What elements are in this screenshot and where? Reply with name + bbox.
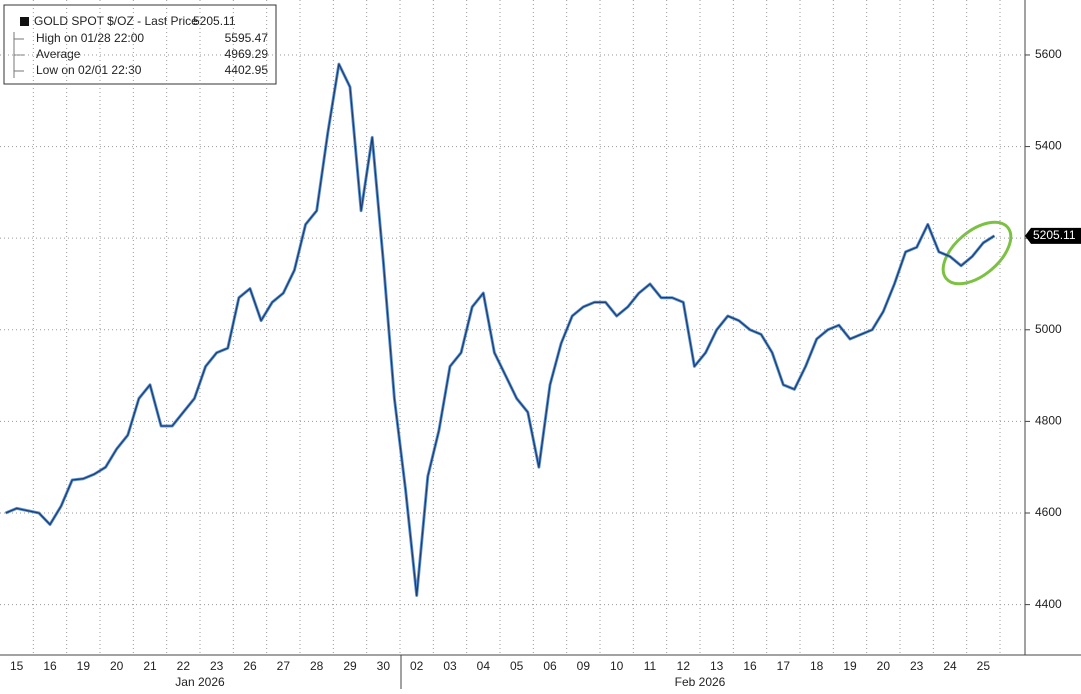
legend-row-value: 4969.29 [225,47,269,61]
x-tick-label: 04 [477,659,491,673]
x-tick-label: 15 [10,659,24,673]
month-label: Feb 2026 [675,675,726,689]
y-tick-label: 4400 [1035,597,1062,611]
x-tick-label: 17 [777,659,791,673]
legend-row-label: Low on 02/01 22:30 [36,63,142,77]
x-tick-label: 03 [443,659,457,673]
x-tick-label: 23 [910,659,924,673]
last-price-tag [1025,227,1081,244]
x-tick-label: 19 [77,659,91,673]
x-tick-label: 13 [710,659,724,673]
last-price-label: 5205.11 [1033,228,1076,242]
y-tick-label: 4800 [1035,414,1062,428]
highlight-ellipse [941,220,1013,286]
y-tick-label: 5600 [1035,47,1062,61]
legend-row-value: 4402.95 [225,63,269,77]
x-tick-label: 02 [410,659,424,673]
legend-swatch [20,17,29,26]
x-tick-label: 29 [343,659,357,673]
x-tick-label: 06 [543,659,557,673]
x-tick-label: 18 [810,659,824,673]
y-tick-label: 5000 [1035,322,1062,336]
legend-row-label: High on 01/28 22:00 [36,31,144,45]
month-label: Jan 2026 [175,675,225,689]
y-tick-label: 4600 [1035,505,1062,519]
x-tick-label: 21 [143,659,157,673]
legend-title: GOLD SPOT $/OZ - Last Price [34,14,198,28]
x-tick-label: 20 [877,659,891,673]
x-tick-label: 05 [510,659,524,673]
legend-row-value: 5595.47 [225,31,269,45]
price-line [5,63,995,597]
x-tick-label: 25 [977,659,991,673]
x-tick-label: 19 [843,659,857,673]
x-tick-label: 27 [277,659,291,673]
x-tick-label: 10 [610,659,624,673]
x-tick-label: 09 [577,659,591,673]
legend-box [3,4,277,85]
y-tick-label: 5400 [1035,139,1062,153]
x-tick-label: 20 [110,659,124,673]
x-tick-label: 16 [743,659,757,673]
x-tick-label: 12 [677,659,691,673]
legend-last: 5205.11 [193,14,236,28]
legend-row-label: Average [36,47,81,61]
x-tick-label: 11 [644,659,657,673]
x-tick-label: 23 [210,659,224,673]
x-tick-label: 24 [943,659,957,673]
x-tick-label: 16 [43,659,57,673]
x-tick-label: 30 [377,659,391,673]
x-tick-label: 28 [310,659,324,673]
x-tick-label: 22 [177,659,191,673]
x-tick-label: 26 [243,659,257,673]
